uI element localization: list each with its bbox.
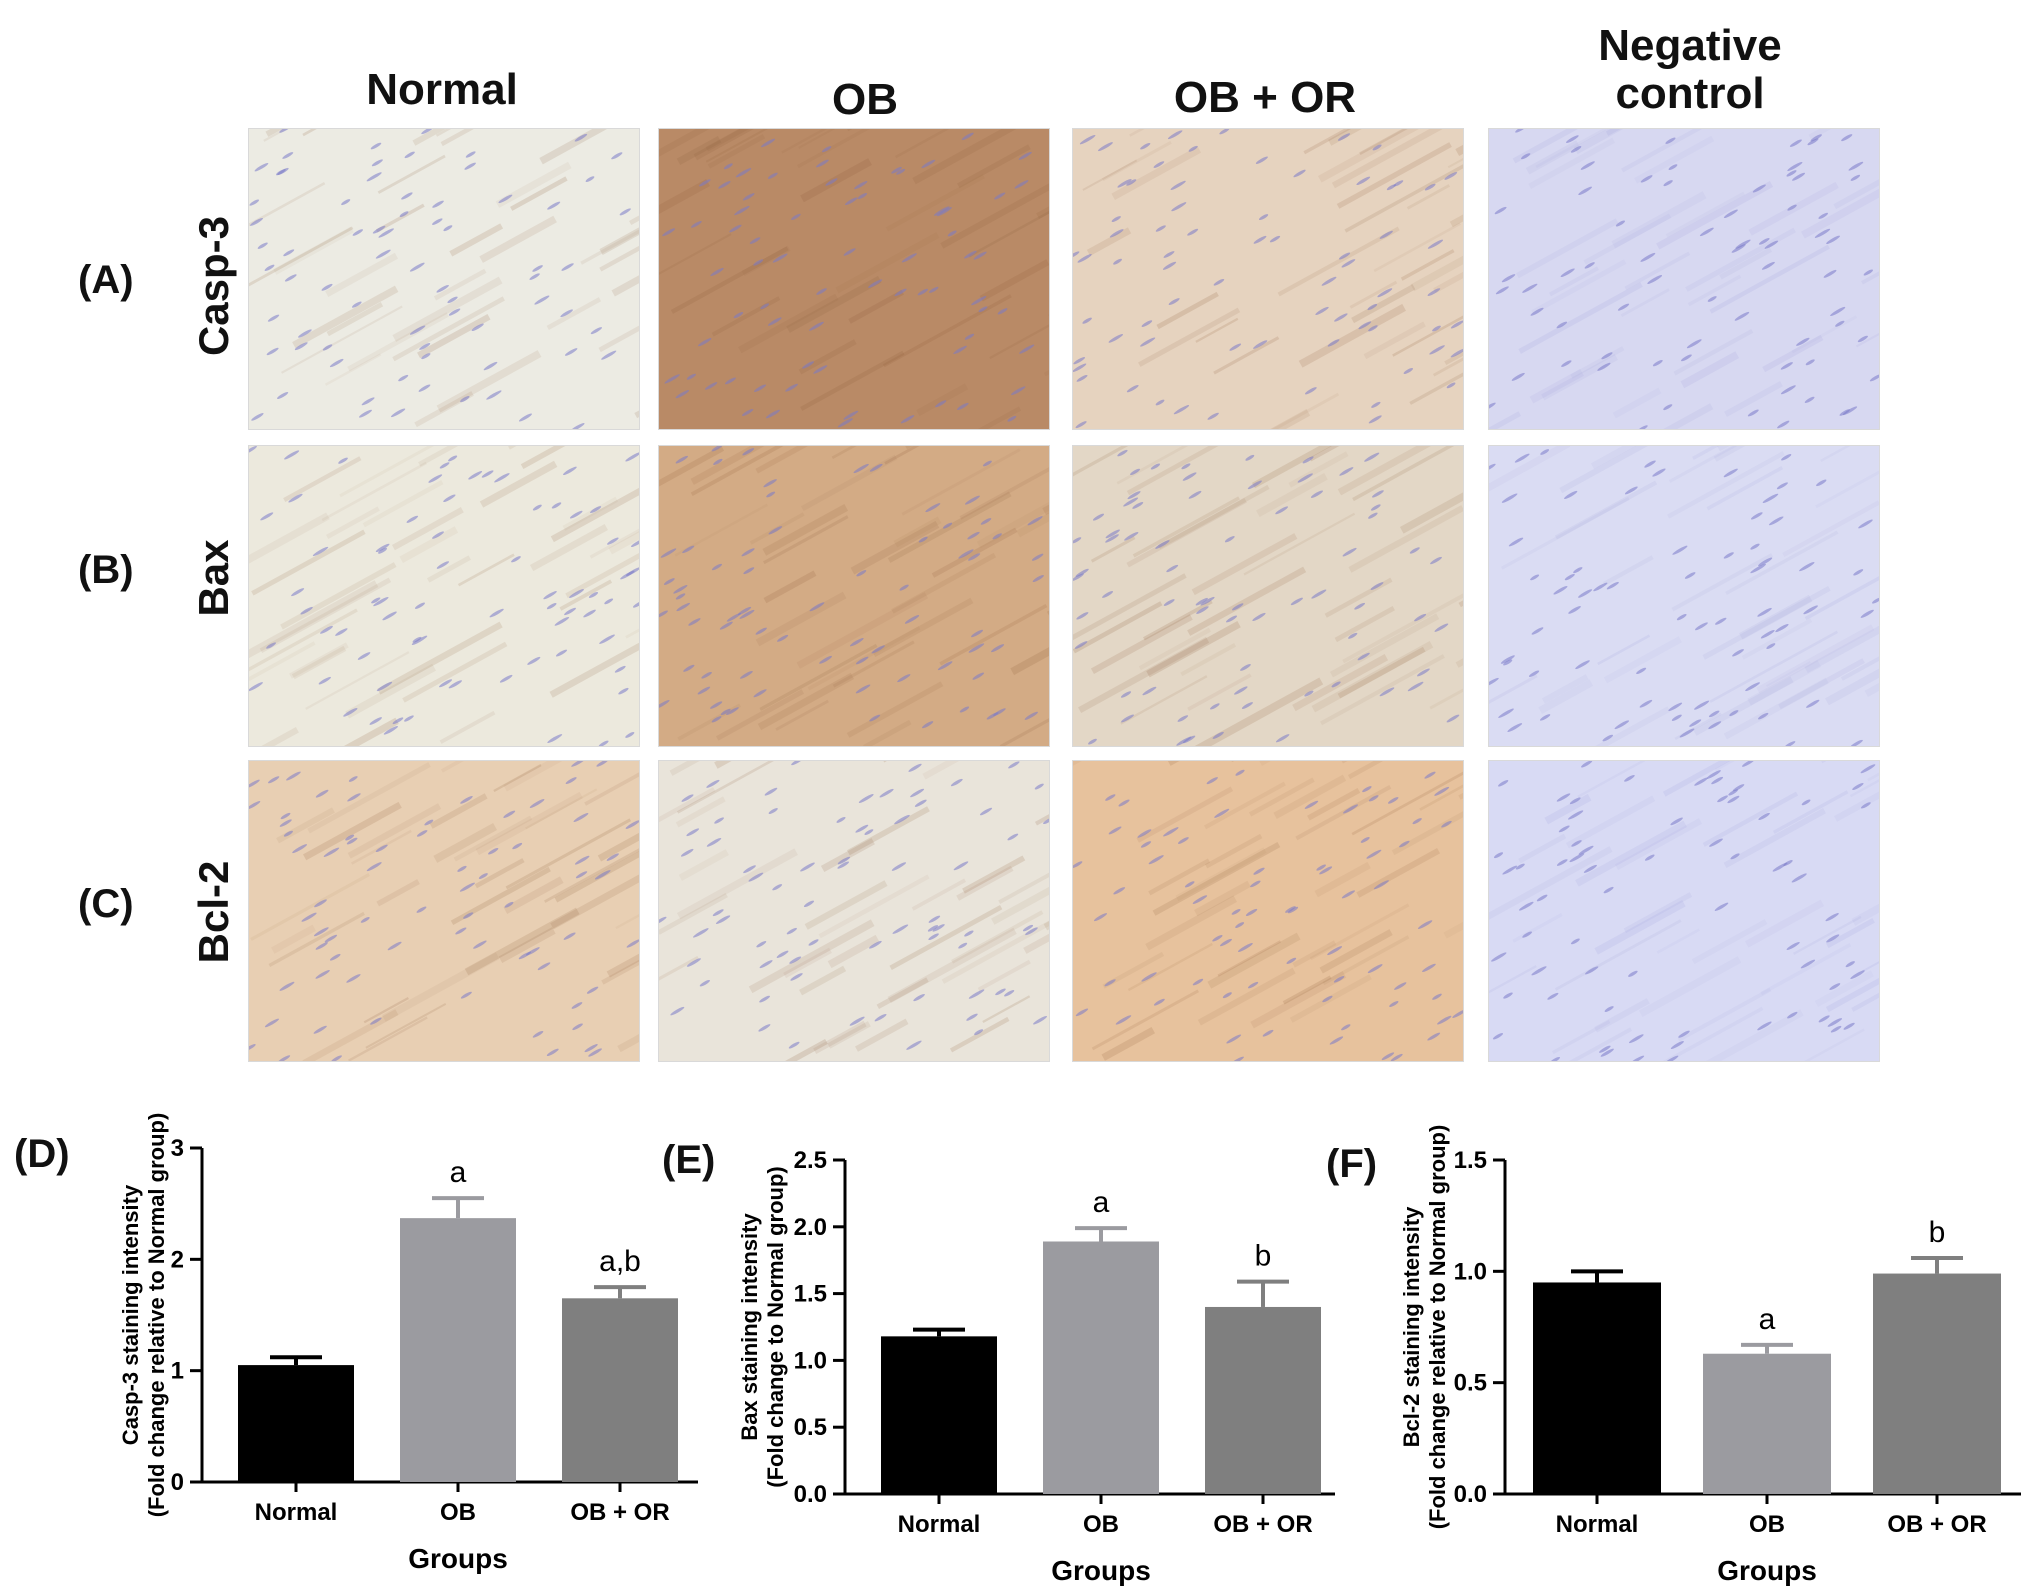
- y-tick-label: 1.0: [794, 1347, 827, 1374]
- bar-ob: [1703, 1353, 1831, 1494]
- row-letter-a: (A): [78, 258, 134, 302]
- x-tick-label: Normal: [255, 1499, 338, 1526]
- row-marker-bcl2: Bcl-2: [190, 860, 237, 964]
- y-axis-label: Bax staining intensity: [737, 1213, 762, 1441]
- micrograph-bax-normal: [248, 445, 640, 747]
- significance-label: b: [1255, 1240, 1272, 1273]
- y-tick-label: 0.0: [794, 1481, 827, 1508]
- x-tick-label: OB + OR: [570, 1499, 669, 1526]
- micrograph-bax-negative-control: [1488, 445, 1880, 747]
- y-axis-label: (Fold change to Normal group): [763, 1166, 788, 1487]
- significance-label: b: [1929, 1216, 1946, 1249]
- y-axis-label: Casp-3 staining intensity: [118, 1184, 143, 1445]
- column-header-negative-control: Negative control: [1598, 21, 1782, 118]
- y-tick-label: 3: [171, 1135, 184, 1162]
- bar-ob-or: [1873, 1273, 2001, 1494]
- micrograph-bax-ob-or: [1072, 445, 1464, 747]
- x-tick-label: Normal: [1556, 1511, 1639, 1538]
- y-tick-label: 1.5: [1454, 1147, 1487, 1174]
- y-axis-label: (Fold change relative to Normal group): [144, 1113, 169, 1518]
- y-axis-label: Bcl-2 staining intensity: [1399, 1206, 1424, 1448]
- row-letter-b: (B): [78, 548, 134, 592]
- micrograph-casp3-ob: [658, 128, 1050, 430]
- x-axis-label: Groups: [1717, 1555, 1817, 1586]
- bar-ob-or: [562, 1298, 678, 1482]
- y-tick-label: 2.5: [794, 1147, 827, 1174]
- column-header-ob: OB: [832, 75, 898, 124]
- y-tick-label: 1: [171, 1358, 184, 1385]
- x-tick-label: OB: [1749, 1511, 1785, 1538]
- bar-chart-bax: 0.0 0.5 1.0 1.5 2.0 2.5 Normal a OB b OB + OR Group…: [737, 1147, 1335, 1586]
- x-tick-label: OB + OR: [1213, 1511, 1312, 1538]
- micrograph-bcl2-negative-control: [1488, 760, 1880, 1062]
- bar-chart-bcl2: 0.0 0.5 1.0 1.5 Normal a OB b OB + OR Groups Bcl-2…: [1399, 1125, 2021, 1586]
- x-tick-label: OB: [1083, 1511, 1119, 1538]
- micrograph-casp3-negative-control: [1488, 128, 1880, 430]
- micrograph-bcl2-normal: [248, 760, 640, 1062]
- micrograph-casp3-normal: [248, 128, 640, 430]
- y-tick-label: 1.0: [1454, 1258, 1487, 1285]
- bar-ob: [400, 1218, 516, 1482]
- y-tick-label: 0.5: [1454, 1370, 1487, 1397]
- bar-normal: [1533, 1282, 1661, 1494]
- bar-ob: [1043, 1241, 1159, 1494]
- bar-normal: [238, 1365, 354, 1482]
- significance-label: a: [1759, 1303, 1776, 1336]
- x-axis-label: Groups: [1051, 1555, 1151, 1586]
- x-axis-label: Groups: [408, 1543, 508, 1574]
- y-tick-label: 2: [171, 1246, 184, 1273]
- panel-letter-f: (F): [1326, 1142, 1378, 1186]
- significance-label: a,b: [599, 1245, 641, 1278]
- significance-label: a: [450, 1156, 467, 1189]
- bar-chart-casp3: 0 1 2 3 Normal a OB a,b OB + OR Groups Casp-3 stai…: [118, 1113, 698, 1574]
- panel-letter-e: (E): [662, 1138, 716, 1182]
- bar-ob-or: [1205, 1306, 1321, 1494]
- y-tick-label: 0.5: [794, 1414, 827, 1441]
- column-header-ob-or: OB + OR: [1173, 73, 1357, 122]
- panel-letter-d: (D): [14, 1132, 70, 1176]
- micrograph-bcl2-ob: [658, 760, 1050, 1062]
- row-marker-bax: Bax: [190, 539, 237, 617]
- row-marker-casp3: Casp-3: [190, 215, 237, 357]
- row-letter-c: (C): [78, 882, 134, 926]
- y-tick-label: 1.5: [794, 1281, 827, 1308]
- micrograph-casp3-ob-or: [1072, 128, 1464, 430]
- micrograph-bcl2-ob-or: [1072, 760, 1464, 1062]
- x-tick-label: Normal: [898, 1511, 981, 1538]
- y-tick-label: 0: [171, 1469, 184, 1496]
- bar-normal: [881, 1336, 997, 1494]
- y-tick-label: 2.0: [794, 1214, 827, 1241]
- y-tick-label: 0.0: [1454, 1481, 1487, 1508]
- x-tick-label: OB + OR: [1887, 1511, 1986, 1538]
- column-header-normal: Normal: [366, 65, 518, 114]
- significance-label: a: [1093, 1186, 1110, 1219]
- micrograph-bax-ob: [658, 445, 1050, 747]
- x-tick-label: OB: [440, 1499, 476, 1526]
- y-axis-label: (Fold change relative to Normal group): [1425, 1125, 1450, 1530]
